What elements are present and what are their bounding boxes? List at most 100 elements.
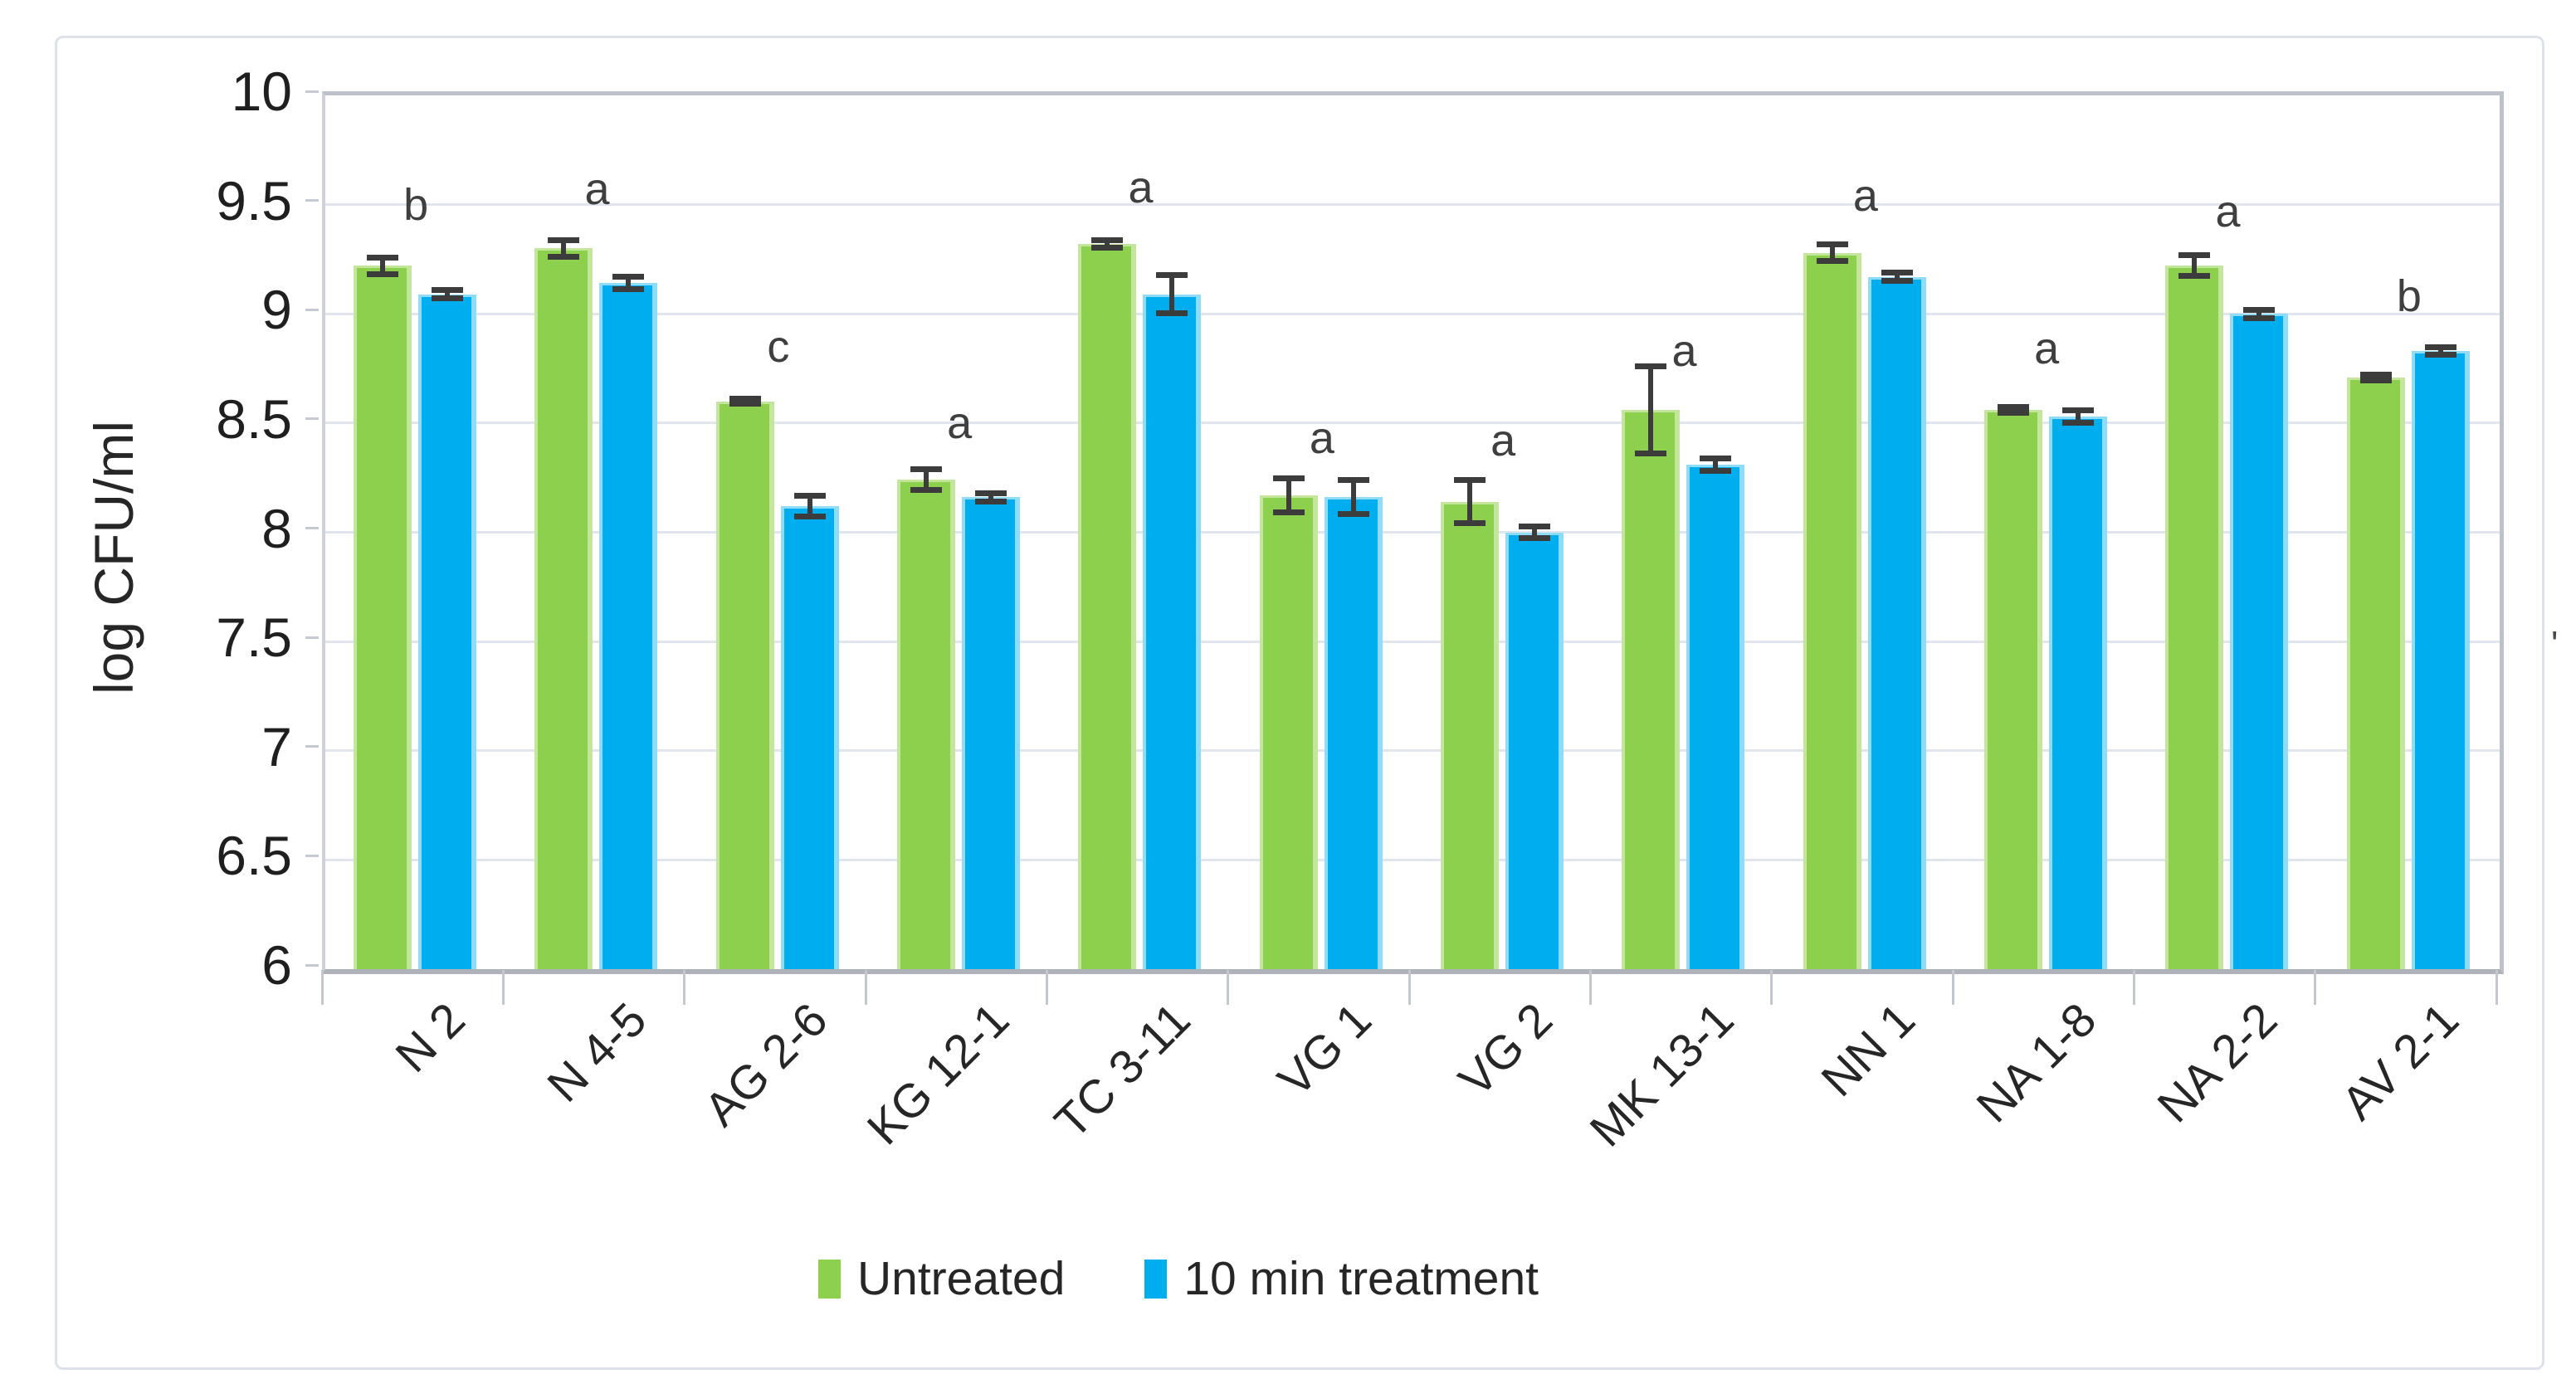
error-bar-cap-bottom <box>1998 410 2029 417</box>
error-bar <box>1532 525 1537 539</box>
x-tick-mark <box>1408 970 1411 1005</box>
bar-untreated <box>715 401 774 969</box>
error-bar <box>445 290 450 299</box>
y-tick-mark <box>305 199 319 202</box>
error-bar-cap-top <box>2062 407 2094 414</box>
bar-treated <box>1143 294 1202 969</box>
error-bar-cap-bottom <box>1881 277 1913 284</box>
error-bar <box>1350 480 1356 515</box>
error-bar-cap-top <box>729 395 761 402</box>
error-bar-cap-bottom <box>2424 352 2456 358</box>
legend-swatch-treated <box>1144 1259 1168 1299</box>
bar-treated <box>2049 416 2107 969</box>
y-tick-mark <box>305 963 319 967</box>
error-bar-cap-top <box>1998 404 2029 411</box>
gridline <box>325 858 2500 861</box>
legend: Untreated 10 min treatment <box>100 1251 2257 1306</box>
bar-untreated <box>2165 266 2224 969</box>
legend-swatch-untreated <box>817 1259 841 1299</box>
bar-treated <box>1324 497 1383 969</box>
y-tick-label: 7.5 <box>216 607 292 669</box>
y-tick-label: 10 <box>231 61 292 122</box>
bar-untreated <box>1259 495 1318 969</box>
error-bar <box>2437 346 2443 356</box>
x-tick-mark <box>501 970 505 1005</box>
error-bar <box>1894 272 1900 281</box>
error-bar-cap-top <box>1272 475 1305 481</box>
legend-label: 10 min treatment <box>1183 1252 1539 1305</box>
y-tick-mark <box>305 90 319 93</box>
error-bar-cap-top <box>1519 523 1550 529</box>
error-bar-cap-top <box>1337 477 1369 484</box>
error-bar <box>1105 239 1110 249</box>
y-tick-mark <box>305 854 319 857</box>
error-bar-cap-top <box>1881 270 1913 276</box>
error-bar <box>2256 309 2262 319</box>
bar-treated <box>2230 314 2289 969</box>
x-tick-mark <box>1770 970 1773 1005</box>
error-bar <box>626 276 632 290</box>
bar-treated <box>962 497 1020 969</box>
bar-treated <box>1505 532 1564 969</box>
x-tick-mark <box>1588 970 1592 1005</box>
bar-treated <box>2411 351 2470 969</box>
x-tick-mark <box>864 970 867 1005</box>
error-bar-cap-top <box>367 254 398 261</box>
bar-untreated <box>354 266 412 969</box>
bar-treated <box>418 294 476 969</box>
bar-treated <box>1686 464 1745 969</box>
y-tick-label: 6 <box>261 934 292 996</box>
bar-untreated <box>534 248 593 969</box>
y-tick-label: 7 <box>261 715 292 777</box>
error-bar-cap-bottom <box>2062 419 2094 426</box>
gridline <box>325 749 2500 753</box>
x-tick-mark <box>1951 970 1954 1005</box>
stray-mark: ' <box>2551 624 2559 665</box>
error-bar-cap-bottom <box>1700 467 1732 474</box>
y-tick-label: 8 <box>261 497 292 559</box>
y-tick-label: 6.5 <box>216 825 292 887</box>
error-bar-cap-top <box>432 287 463 294</box>
error-bar-cap-top <box>975 490 1007 497</box>
error-bar <box>924 469 929 491</box>
error-bar-cap-bottom <box>1156 310 1188 317</box>
error-bar-cap-bottom <box>729 401 761 407</box>
error-bar <box>1713 457 1719 471</box>
x-tick-mark <box>2132 970 2135 1005</box>
bar-untreated <box>897 480 955 969</box>
x-tick-mark <box>320 970 324 1005</box>
error-bar <box>988 493 993 502</box>
bar-untreated <box>1984 410 2042 969</box>
bar-treated <box>599 283 658 969</box>
error-bar-cap-bottom <box>793 514 826 520</box>
error-bar-cap-bottom <box>1635 450 1667 456</box>
bar-treated <box>780 505 839 969</box>
bar-untreated <box>1803 252 1861 969</box>
y-tick-label: 9 <box>261 279 292 341</box>
error-bar <box>807 495 812 518</box>
error-bar-cap-bottom <box>2359 377 2392 383</box>
error-bar-cap-top <box>2243 306 2276 313</box>
error-bar-cap-bottom <box>1337 511 1369 518</box>
error-bar-cap-bottom <box>432 295 463 301</box>
gridline <box>325 422 2500 425</box>
error-bar-cap-bottom <box>548 253 580 260</box>
error-bar <box>1286 477 1291 513</box>
error-bar-cap-bottom <box>1272 509 1305 515</box>
error-bar-cap-bottom <box>910 487 942 494</box>
error-bar-cap-bottom <box>975 498 1007 504</box>
y-tick-mark <box>305 308 319 311</box>
legend-entry-untreated: Untreated <box>817 1251 1065 1306</box>
error-bar-cap-top <box>1156 271 1188 278</box>
gridline <box>325 312 2500 315</box>
error-bar <box>1467 480 1472 524</box>
x-tick-mark <box>1227 970 1230 1005</box>
x-tick-mark <box>683 970 686 1005</box>
error-bar-cap-top <box>2178 252 2211 259</box>
error-bar-cap-top <box>1635 363 1667 370</box>
bar-untreated <box>1441 501 1499 969</box>
gridline <box>325 531 2500 534</box>
y-tick-mark <box>305 745 319 748</box>
